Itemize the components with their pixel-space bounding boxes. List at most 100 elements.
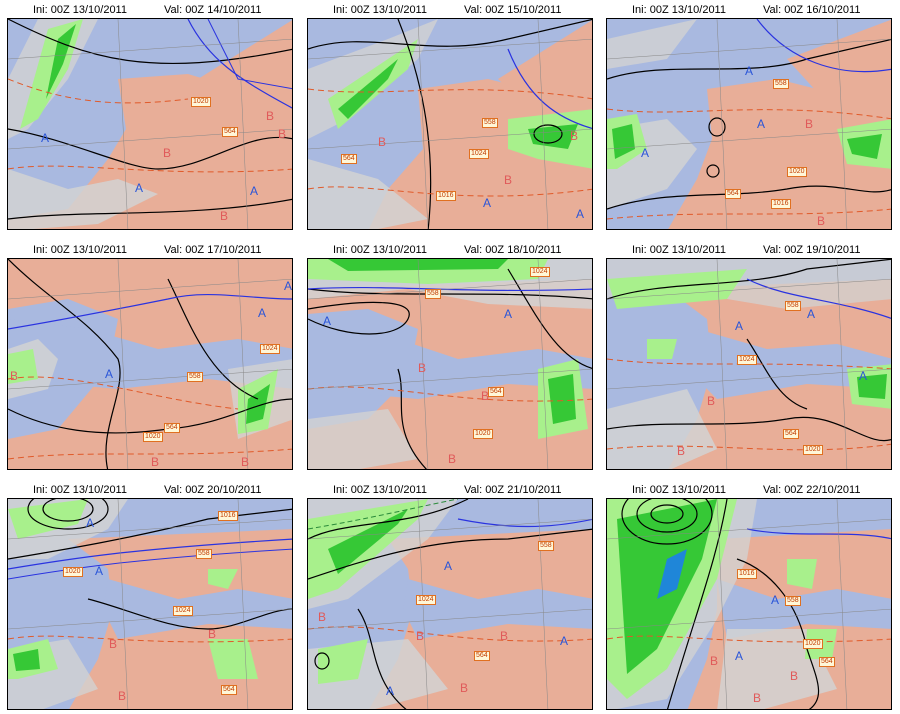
- low-pressure-label: B: [753, 691, 762, 705]
- init-time: Ini: 00Z 13/10/2011: [333, 244, 427, 256]
- low-pressure-label: B: [220, 209, 229, 223]
- high-pressure-label: A: [323, 314, 332, 328]
- high-pressure-label: A: [641, 146, 650, 160]
- map-graphic: [607, 259, 891, 469]
- contour-value-label: 558: [538, 541, 554, 551]
- map-graphic: [607, 19, 891, 229]
- high-pressure-label: A: [386, 684, 395, 698]
- high-pressure-label: A: [735, 319, 744, 333]
- panel-header: Ini: 00Z 13/10/2011 Val: 00Z 17/10/2011: [7, 240, 293, 258]
- contour-value-label: 1024: [469, 149, 489, 159]
- contour-value-label: 1024: [260, 344, 280, 354]
- forecast-map: A A A B B 558 564 1020 1016: [606, 18, 892, 230]
- contour-value-label: 1020: [63, 567, 83, 577]
- contour-value-label: 564: [725, 189, 741, 199]
- contour-value-label: 1016: [436, 191, 456, 201]
- valid-time: Val: 00Z 19/10/2011: [763, 244, 861, 256]
- forecast-map: A A B B B 558 564 1016 1020: [606, 498, 892, 710]
- high-pressure-label: A: [735, 649, 744, 663]
- high-pressure-label: A: [757, 117, 766, 131]
- init-time: Ini: 00Z 13/10/2011: [33, 244, 127, 256]
- map-graphic: [8, 19, 292, 229]
- high-pressure-label: A: [250, 184, 259, 198]
- low-pressure-label: B: [10, 369, 19, 383]
- contour-value-label: 1020: [803, 639, 823, 649]
- contour-value-label: 564: [222, 127, 238, 137]
- contour-value-label: 1024: [416, 595, 436, 605]
- low-pressure-label: B: [118, 689, 127, 703]
- contour-value-label: 1020: [787, 167, 807, 177]
- map-graphic: [8, 259, 292, 469]
- forecast-map: A A B B B 558 564 1016 1024 1020: [7, 498, 293, 710]
- low-pressure-label: B: [570, 129, 579, 143]
- high-pressure-label: A: [284, 279, 293, 293]
- valid-time: Val: 00Z 20/10/2011: [164, 484, 262, 496]
- contour-value-label: 564: [221, 685, 237, 695]
- low-pressure-label: B: [805, 117, 814, 131]
- panel-header: Ini: 00Z 13/10/2011 Val: 00Z 21/10/2011: [307, 480, 593, 498]
- panel-header: Ini: 00Z 13/10/2011 Val: 00Z 19/10/2011: [606, 240, 892, 258]
- panel-header: Ini: 00Z 13/10/2011 Val: 00Z 22/10/2011: [606, 480, 892, 498]
- map-panel: Ini: 00Z 13/10/2011 Val: 00Z 14/10/2011 …: [7, 0, 293, 232]
- map-graphic: [308, 19, 592, 229]
- panel-header: Ini: 00Z 13/10/2011 Val: 00Z 20/10/2011: [7, 480, 293, 498]
- high-pressure-label: A: [105, 367, 114, 381]
- contour-value-label: 564: [488, 387, 504, 397]
- init-time: Ini: 00Z 13/10/2011: [333, 4, 427, 16]
- map-panel: Ini: 00Z 13/10/2011 Val: 00Z 18/10/2011 …: [307, 240, 593, 472]
- high-pressure-label: A: [95, 564, 104, 578]
- low-pressure-label: B: [481, 389, 490, 403]
- init-time: Ini: 00Z 13/10/2011: [632, 484, 726, 496]
- valid-time: Val: 00Z 21/10/2011: [464, 484, 562, 496]
- valid-time: Val: 00Z 18/10/2011: [464, 244, 562, 256]
- low-pressure-label: B: [460, 681, 469, 695]
- low-pressure-label: B: [378, 135, 387, 149]
- forecast-map: A A A B B B 558 564 1020 1024: [7, 258, 293, 470]
- valid-time: Val: 00Z 14/10/2011: [164, 4, 262, 16]
- forecast-map: A A A B B 558 564 1020 1024: [606, 258, 892, 470]
- low-pressure-label: B: [707, 394, 716, 408]
- valid-time: Val: 00Z 22/10/2011: [763, 484, 861, 496]
- high-pressure-label: A: [576, 207, 585, 221]
- contour-value-label: 558: [773, 79, 789, 89]
- contour-value-label: 558: [785, 301, 801, 311]
- contour-value-label: 558: [482, 118, 498, 128]
- contour-value-label: 564: [819, 657, 835, 667]
- high-pressure-label: A: [807, 307, 816, 321]
- low-pressure-label: B: [241, 455, 250, 469]
- low-pressure-label: B: [790, 669, 799, 683]
- map-graphic: [607, 499, 891, 709]
- low-pressure-label: B: [109, 637, 118, 651]
- contour-value-label: 558: [785, 596, 801, 606]
- map-graphic: [8, 499, 292, 709]
- contour-value-label: 1024: [173, 606, 193, 616]
- panel-header: Ini: 00Z 13/10/2011 Val: 00Z 14/10/2011: [7, 0, 293, 18]
- low-pressure-label: B: [817, 214, 826, 228]
- contour-value-label: 564: [783, 429, 799, 439]
- high-pressure-label: A: [86, 516, 95, 530]
- high-pressure-label: A: [258, 306, 267, 320]
- contour-value-label: 1024: [530, 267, 550, 277]
- forecast-map: A A B B B 558 564 1020 1024: [307, 258, 593, 470]
- map-panel: Ini: 00Z 13/10/2011 Val: 00Z 15/10/2011 …: [307, 0, 593, 232]
- map-panel: Ini: 00Z 13/10/2011 Val: 00Z 20/10/2011 …: [7, 480, 293, 712]
- high-pressure-label: A: [135, 181, 144, 195]
- contour-value-label: 564: [474, 651, 490, 661]
- contour-value-label: 1016: [737, 569, 757, 579]
- valid-time: Val: 00Z 16/10/2011: [763, 4, 861, 16]
- panel-header: Ini: 00Z 13/10/2011 Val: 00Z 15/10/2011: [307, 0, 593, 18]
- high-pressure-label: A: [771, 593, 780, 607]
- low-pressure-label: B: [416, 629, 425, 643]
- high-pressure-label: A: [859, 369, 868, 383]
- low-pressure-label: B: [163, 146, 172, 160]
- contour-value-label: 558: [196, 549, 212, 559]
- contour-value-label: 1020: [803, 445, 823, 455]
- init-time: Ini: 00Z 13/10/2011: [33, 4, 127, 16]
- contour-value-label: 1020: [473, 429, 493, 439]
- init-time: Ini: 00Z 13/10/2011: [333, 484, 427, 496]
- map-panel: Ini: 00Z 13/10/2011 Val: 00Z 22/10/2011 …: [606, 480, 892, 712]
- contour-value-label: 1020: [143, 432, 163, 442]
- contour-value-label: 564: [341, 154, 357, 164]
- low-pressure-label: B: [151, 455, 160, 469]
- low-pressure-label: B: [504, 173, 513, 187]
